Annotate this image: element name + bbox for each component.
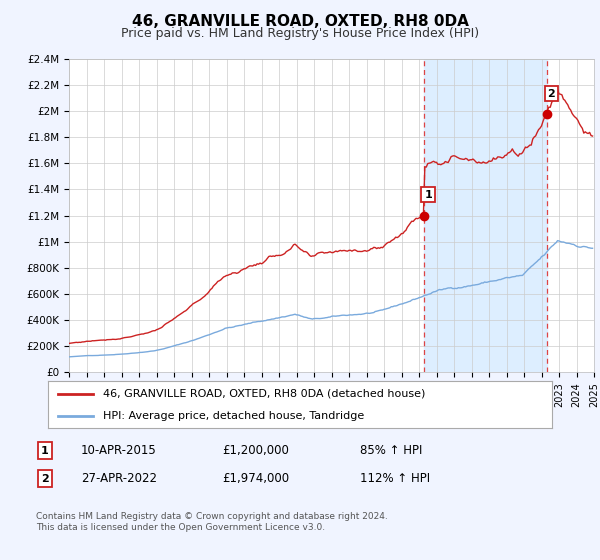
Text: 1: 1 bbox=[424, 190, 432, 200]
Text: 2: 2 bbox=[41, 474, 49, 484]
Text: £1,974,000: £1,974,000 bbox=[222, 472, 289, 486]
Bar bbox=[424, 59, 547, 372]
Text: 27-APR-2022: 27-APR-2022 bbox=[81, 472, 157, 486]
Text: 46, GRANVILLE ROAD, OXTED, RH8 0DA: 46, GRANVILLE ROAD, OXTED, RH8 0DA bbox=[131, 14, 469, 29]
Text: 1: 1 bbox=[41, 446, 49, 456]
Text: 10-APR-2015: 10-APR-2015 bbox=[81, 444, 157, 458]
Text: HPI: Average price, detached house, Tandridge: HPI: Average price, detached house, Tand… bbox=[103, 410, 365, 421]
Text: 46, GRANVILLE ROAD, OXTED, RH8 0DA (detached house): 46, GRANVILLE ROAD, OXTED, RH8 0DA (deta… bbox=[103, 389, 426, 399]
Text: Price paid vs. HM Land Registry's House Price Index (HPI): Price paid vs. HM Land Registry's House … bbox=[121, 27, 479, 40]
Text: 2: 2 bbox=[548, 88, 556, 99]
Text: 112% ↑ HPI: 112% ↑ HPI bbox=[360, 472, 430, 486]
Text: £1,200,000: £1,200,000 bbox=[222, 444, 289, 458]
Text: 85% ↑ HPI: 85% ↑ HPI bbox=[360, 444, 422, 458]
Text: Contains HM Land Registry data © Crown copyright and database right 2024.
This d: Contains HM Land Registry data © Crown c… bbox=[36, 512, 388, 532]
